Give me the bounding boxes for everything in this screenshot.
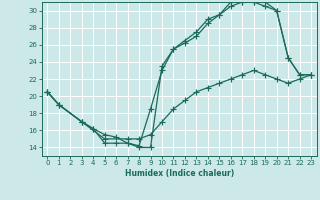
X-axis label: Humidex (Indice chaleur): Humidex (Indice chaleur) (124, 169, 234, 178)
